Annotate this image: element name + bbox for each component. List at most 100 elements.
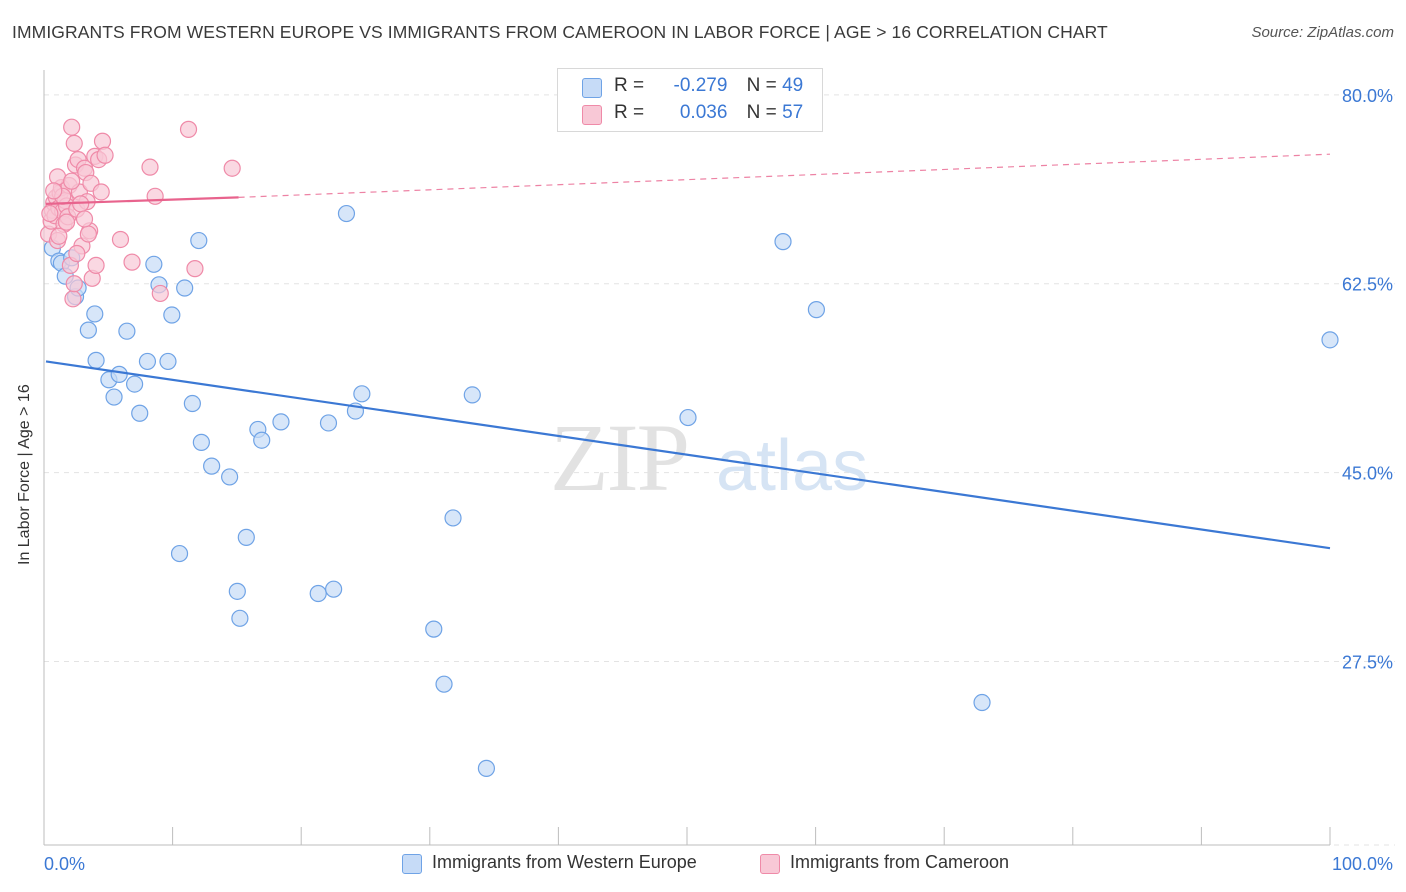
point-western-europe xyxy=(807,301,826,319)
point-cameroon xyxy=(146,187,164,205)
r-label: R = xyxy=(614,102,645,123)
series-cameroon-points xyxy=(39,118,241,308)
point-cameroon xyxy=(48,168,67,186)
point-western-europe xyxy=(325,580,343,598)
chart-title: IMMIGRANTS FROM WESTERN EUROPE VS IMMIGR… xyxy=(12,22,1108,42)
point-western-europe xyxy=(679,408,697,427)
point-western-europe xyxy=(131,404,149,422)
legend-swatch-cameroon xyxy=(582,105,602,125)
point-cameroon xyxy=(68,244,86,263)
watermark: ZIP atlas xyxy=(550,404,868,511)
point-cameroon xyxy=(186,260,204,278)
point-western-europe xyxy=(221,468,239,486)
point-cameroon xyxy=(111,230,130,249)
trend-lines xyxy=(45,153,1331,550)
point-western-europe xyxy=(774,233,792,251)
axes xyxy=(43,70,1331,846)
legend-label: Immigrants from Cameroon xyxy=(790,852,1010,872)
n-value: 57 xyxy=(782,102,804,123)
point-western-europe xyxy=(105,388,123,406)
point-western-europe xyxy=(973,693,991,712)
point-cameroon xyxy=(63,172,81,190)
point-western-europe xyxy=(79,321,97,339)
point-cameroon xyxy=(87,256,105,274)
point-cameroon xyxy=(65,134,83,152)
point-western-europe xyxy=(463,386,481,404)
point-cameroon xyxy=(45,182,63,200)
n-value: 49 xyxy=(782,75,804,96)
point-cameroon xyxy=(57,213,76,231)
legend-swatch-cameroon xyxy=(760,854,780,874)
point-western-europe xyxy=(203,457,221,475)
n-label: N = xyxy=(746,102,777,123)
point-cameroon xyxy=(93,132,112,150)
point-western-europe xyxy=(183,394,201,413)
trend-line-cameroon xyxy=(45,196,239,205)
y-tick-label: 62.5% xyxy=(1342,275,1393,295)
point-western-europe xyxy=(272,413,290,431)
point-cameroon xyxy=(50,227,68,245)
point-western-europe xyxy=(309,584,327,603)
point-western-europe xyxy=(444,509,462,527)
legend-swatch-western-europe xyxy=(402,854,422,874)
r-value: -0.279 xyxy=(673,75,728,96)
point-western-europe xyxy=(118,322,136,340)
watermark-zip: ZIP xyxy=(550,404,688,511)
legend-swatch-western-europe xyxy=(582,78,602,98)
point-cameroon xyxy=(123,253,141,271)
point-western-europe xyxy=(145,255,163,273)
point-western-europe xyxy=(425,620,443,638)
point-cameroon xyxy=(96,146,114,164)
point-cameroon xyxy=(179,120,198,138)
point-western-europe xyxy=(170,544,189,563)
source-credit: Source: ZipAtlas.com xyxy=(1251,24,1394,41)
point-western-europe xyxy=(125,375,144,393)
point-cameroon xyxy=(41,204,59,223)
trend-line-cameroon-extension xyxy=(238,153,1331,198)
point-cameroon xyxy=(79,225,97,243)
point-western-europe xyxy=(1321,331,1339,349)
point-western-europe xyxy=(110,365,128,383)
x-tick-label: 0.0% xyxy=(44,854,85,874)
point-cameroon xyxy=(75,210,94,228)
point-cameroon xyxy=(151,284,169,303)
trend-line-western-europe xyxy=(45,360,1331,550)
point-cameroon xyxy=(223,159,241,177)
legend-label: Immigrants from Western Europe xyxy=(432,852,697,872)
x-tick-label: 100.0% xyxy=(1332,854,1393,874)
point-cameroon xyxy=(63,118,81,136)
point-western-europe xyxy=(159,352,177,371)
y-axis-label: In Labor Force | Age > 16 xyxy=(16,384,33,565)
point-western-europe xyxy=(190,231,208,250)
n-label: N = xyxy=(746,75,777,96)
point-western-europe xyxy=(319,414,338,432)
point-western-europe xyxy=(435,675,453,693)
r-label: R = xyxy=(614,75,645,96)
point-western-europe xyxy=(87,351,105,369)
point-western-europe xyxy=(237,528,255,546)
point-western-europe xyxy=(228,582,246,600)
point-western-europe xyxy=(353,385,371,403)
series-western-europe-points xyxy=(43,204,1339,777)
point-western-europe xyxy=(337,204,356,223)
point-western-europe xyxy=(253,431,271,449)
y-tick-label: 45.0% xyxy=(1342,464,1393,484)
stats-legend: R = -0.279 N = 49 R = 0.036 N = 57 xyxy=(557,68,823,132)
point-western-europe xyxy=(176,279,194,297)
point-cameroon xyxy=(92,183,110,201)
point-western-europe xyxy=(86,305,104,323)
y-tick-label: 27.5% xyxy=(1342,653,1393,673)
y-tick-label: 80.0% xyxy=(1342,86,1393,106)
point-cameroon xyxy=(65,275,83,293)
point-western-europe xyxy=(231,609,249,627)
tick-labels: 80.0% 62.5% 45.0% 27.5% 0.0% 100.0% xyxy=(44,86,1393,874)
watermark-atlas: atlas xyxy=(716,426,868,506)
point-cameroon xyxy=(64,290,82,308)
point-western-europe xyxy=(138,352,157,371)
point-cameroon xyxy=(141,158,159,176)
point-western-europe xyxy=(163,306,181,324)
point-western-europe xyxy=(192,433,210,451)
r-value: 0.036 xyxy=(679,102,728,123)
point-western-europe xyxy=(477,759,496,777)
